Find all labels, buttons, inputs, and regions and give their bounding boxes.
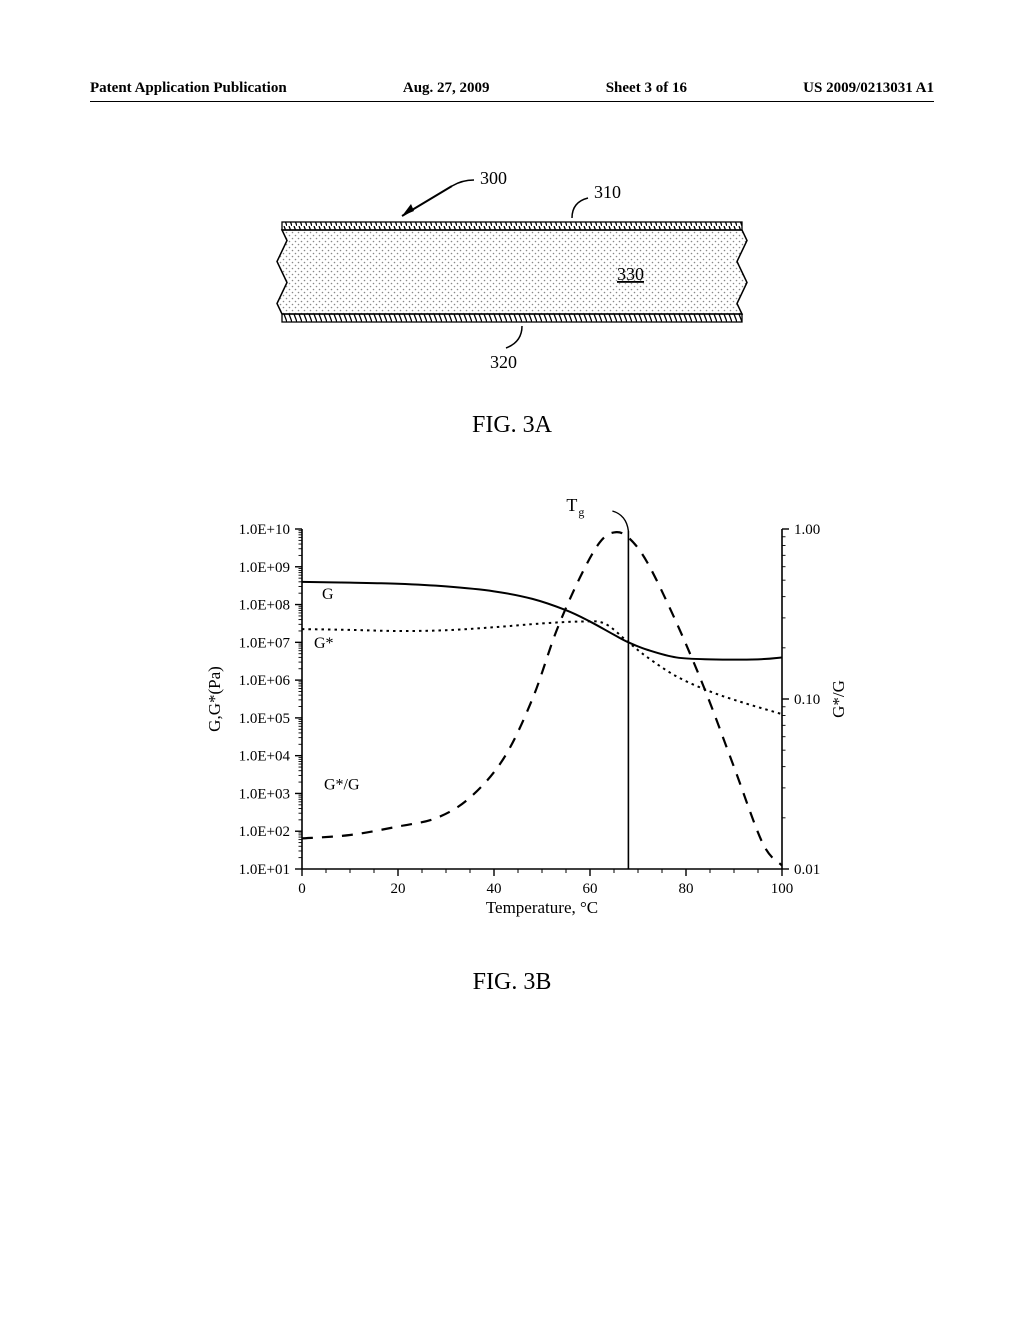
svg-text:1.0E+06: 1.0E+06: [239, 673, 291, 689]
svg-text:1.0E+01: 1.0E+01: [239, 862, 290, 878]
svg-text:1.0E+03: 1.0E+03: [239, 786, 290, 802]
svg-text:1.0E+10: 1.0E+10: [239, 522, 290, 538]
fig3a-svg: 330 310 320 300: [222, 162, 802, 382]
svg-text:20: 20: [391, 881, 406, 897]
header-left: Patent Application Publication: [90, 80, 287, 97]
figure-3b: 0 20 40 60 80 100 1.0E+01 1.0E+02 1.0E+03 1.0E+04…: [90, 489, 934, 996]
header-sheet: Sheet 3 of 16: [606, 80, 687, 97]
svg-text:40: 40: [487, 881, 502, 897]
svg-text:300: 300: [480, 168, 507, 188]
svg-text:1.0E+04: 1.0E+04: [239, 749, 291, 765]
svg-text:310: 310: [594, 182, 621, 202]
fig3b-svg: 0 20 40 60 80 100 1.0E+01 1.0E+02 1.0E+03 1.0E+04…: [122, 489, 902, 929]
svg-text:0: 0: [298, 881, 306, 897]
svg-text:80: 80: [679, 881, 694, 897]
header-date: Aug. 27, 2009: [403, 80, 490, 97]
svg-text:1.0E+05: 1.0E+05: [239, 711, 290, 727]
figure-3a: 330 310 320 300 FIG. 3A: [90, 162, 934, 439]
fig3a-caption: FIG. 3A: [90, 412, 934, 439]
svg-text:330: 330: [617, 264, 644, 284]
svg-text:0.01: 0.01: [794, 862, 820, 878]
svg-text:G*/G: G*/G: [324, 777, 360, 794]
svg-text:Temperature, °C: Temperature, °C: [486, 898, 598, 917]
svg-text:G,G*(Pa): G,G*(Pa): [205, 666, 224, 732]
svg-text:1.0E+08: 1.0E+08: [239, 598, 290, 614]
page-header: Patent Application Publication Aug. 27, …: [90, 80, 934, 102]
svg-text:100: 100: [771, 881, 794, 897]
svg-text:60: 60: [583, 881, 598, 897]
svg-text:320: 320: [490, 352, 517, 372]
svg-text:0.10: 0.10: [794, 692, 820, 708]
svg-text:1.00: 1.00: [794, 522, 820, 538]
svg-text:G*: G*: [314, 635, 334, 652]
svg-text:g: g: [578, 505, 584, 519]
svg-text:1.0E+07: 1.0E+07: [239, 635, 291, 651]
svg-text:T: T: [566, 495, 577, 515]
header-pubno: US 2009/0213031 A1: [803, 80, 934, 97]
svg-text:1.0E+09: 1.0E+09: [239, 560, 290, 576]
svg-text:G*/G: G*/G: [829, 680, 848, 718]
fig3b-caption: FIG. 3B: [90, 969, 934, 996]
svg-text:1.0E+02: 1.0E+02: [239, 824, 290, 840]
svg-text:G: G: [322, 586, 334, 603]
